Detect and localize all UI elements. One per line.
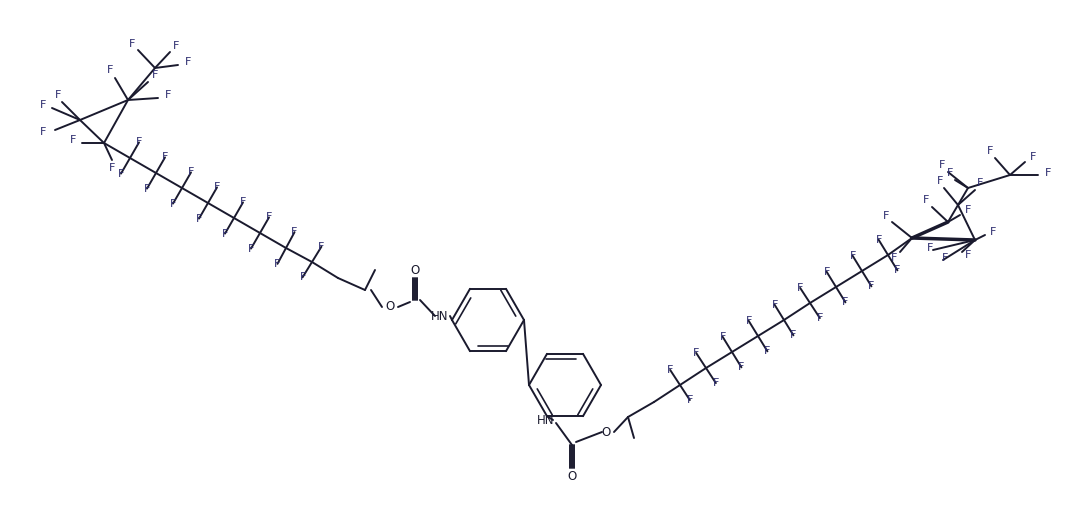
Text: F: F bbox=[118, 169, 125, 179]
Text: F: F bbox=[942, 253, 948, 263]
Text: F: F bbox=[55, 90, 61, 100]
Text: F: F bbox=[248, 244, 254, 253]
Text: F: F bbox=[299, 272, 305, 282]
Text: F: F bbox=[106, 65, 113, 75]
Text: F: F bbox=[965, 250, 971, 260]
Text: F: F bbox=[666, 365, 673, 375]
Text: F: F bbox=[185, 57, 191, 67]
Text: F: F bbox=[883, 211, 889, 221]
Text: HN: HN bbox=[431, 310, 448, 322]
Text: F: F bbox=[214, 182, 220, 192]
Text: F: F bbox=[693, 348, 700, 358]
Text: F: F bbox=[70, 135, 76, 145]
Text: F: F bbox=[713, 378, 719, 388]
Text: F: F bbox=[817, 313, 823, 323]
Text: F: F bbox=[291, 227, 298, 237]
Text: F: F bbox=[274, 259, 281, 269]
Text: F: F bbox=[40, 100, 46, 110]
Text: F: F bbox=[938, 160, 945, 170]
Text: F: F bbox=[797, 283, 803, 293]
Text: F: F bbox=[823, 267, 830, 277]
Text: O: O bbox=[411, 263, 419, 277]
Text: F: F bbox=[266, 213, 272, 223]
Text: F: F bbox=[927, 243, 933, 253]
Text: O: O bbox=[568, 471, 576, 483]
Text: F: F bbox=[135, 137, 142, 147]
Text: F: F bbox=[240, 197, 246, 207]
Text: F: F bbox=[164, 90, 171, 100]
Text: O: O bbox=[385, 301, 395, 314]
Text: F: F bbox=[188, 167, 195, 178]
Text: F: F bbox=[936, 176, 943, 186]
Text: F: F bbox=[764, 346, 771, 356]
Text: F: F bbox=[790, 330, 797, 340]
Text: F: F bbox=[144, 183, 151, 193]
Text: F: F bbox=[739, 363, 745, 373]
Text: F: F bbox=[849, 251, 856, 261]
Text: F: F bbox=[947, 168, 954, 178]
Text: F: F bbox=[40, 127, 46, 137]
Text: F: F bbox=[1030, 152, 1036, 162]
Text: F: F bbox=[987, 146, 993, 156]
Text: HN: HN bbox=[538, 413, 555, 427]
Text: F: F bbox=[170, 199, 176, 209]
Text: O: O bbox=[601, 426, 611, 438]
Text: F: F bbox=[894, 266, 901, 275]
Text: F: F bbox=[745, 316, 751, 325]
Text: F: F bbox=[965, 205, 971, 215]
Text: F: F bbox=[772, 299, 777, 310]
Text: F: F bbox=[977, 178, 984, 188]
Text: F: F bbox=[221, 228, 228, 239]
Text: F: F bbox=[687, 395, 693, 405]
Text: F: F bbox=[719, 332, 726, 342]
Text: F: F bbox=[173, 41, 180, 51]
Text: F: F bbox=[891, 253, 898, 263]
Text: F: F bbox=[152, 70, 158, 80]
Text: F: F bbox=[875, 235, 882, 245]
Text: F: F bbox=[129, 39, 135, 49]
Text: F: F bbox=[869, 281, 875, 292]
Text: F: F bbox=[990, 227, 997, 237]
Text: F: F bbox=[842, 297, 848, 307]
Text: F: F bbox=[162, 153, 168, 162]
Text: F: F bbox=[1045, 168, 1051, 178]
Text: F: F bbox=[196, 214, 202, 224]
Text: F: F bbox=[109, 163, 115, 173]
Text: F: F bbox=[318, 242, 325, 252]
Text: F: F bbox=[922, 195, 929, 205]
